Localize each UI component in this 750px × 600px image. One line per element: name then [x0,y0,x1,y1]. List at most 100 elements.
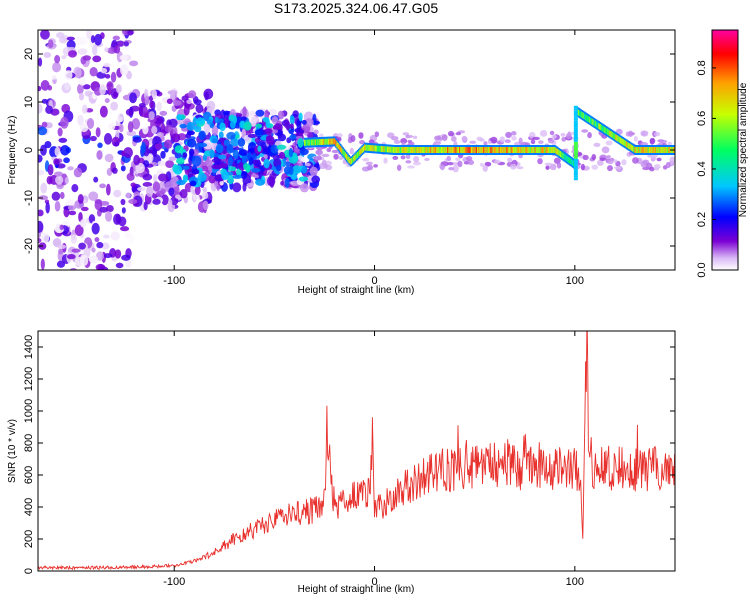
ridge-core [430,147,432,153]
ridge-core [520,147,522,153]
spectrogram-cell [290,173,298,180]
ridge-spike [573,139,578,142]
spectrogram-cell [151,89,158,100]
ridge-core [451,147,454,153]
ridge-core [403,147,406,153]
spectrogram-cell [549,130,555,136]
spectrogram-cell [537,158,543,165]
ridge-spike [573,132,578,135]
spectrogram-cell [41,98,48,104]
ridge-core [628,143,631,150]
spectrogram-cell [56,260,66,268]
spectrogram-cell [591,164,599,170]
ridge-core [614,133,616,140]
ridge-spike [573,158,578,161]
spectrogram-cell [227,156,234,167]
spectrogram-cell [383,157,388,164]
ridge-core [356,152,359,159]
spectrogram-cell [255,109,265,117]
spectrogram-cell [412,161,421,166]
ridge-core [456,147,459,153]
ridge-core [588,116,591,123]
spectrogram-cell [510,163,517,170]
spectrogram-cell [137,186,146,192]
spectrogram-cell [104,98,110,103]
spectrogram-cell [92,55,102,63]
spectrogram-cell [218,131,224,139]
ridge-core [562,152,564,159]
ridge-core [402,147,405,153]
spectrogram-cell [70,234,77,244]
spectrogram-cell [38,57,43,67]
ridge-core [416,147,419,153]
spectrogram-cell [450,136,457,142]
spectrogram-cell [580,163,585,171]
snr-x-ticks: -100 0 100 [163,331,584,588]
ridge-core [397,147,400,153]
spectrogram-cell [587,132,592,139]
spectrogram-cell [182,152,188,158]
colorbar-tick-label: 0.8 [696,60,708,75]
ridge-core [570,158,573,165]
spectrogram-cell [237,138,246,147]
ridge-core [439,147,442,153]
spectrogram-cell [242,106,247,118]
spectrogram-cell [106,183,111,196]
spectrogram-cell [544,162,553,166]
spectrogram-cell [505,131,512,139]
snr-panel: -100 0 100 0 200 400 600 800 1000 1200 1400 Heigh… [7,330,676,595]
figure-title: S173.2025.324.06.47.G05 [274,0,438,16]
spectrogram-cell [270,144,279,154]
spectrogram-cell [211,125,219,136]
spectrogram-cell [350,135,356,143]
ridge-core [331,138,334,145]
ridge-spike [573,177,578,181]
spectrogram-cell [38,169,45,176]
ridge-core [315,139,318,146]
spectrogram-cell [58,137,68,143]
ridge-core [571,159,574,166]
spectrogram-cell [151,147,158,158]
spectrogram-cell [264,128,273,134]
spectrogram-cell [461,135,468,142]
ridge-core [603,126,605,133]
spectrogram-cell [270,129,279,134]
ridge-core [522,147,525,153]
ridge-core [621,138,623,145]
ridge-core [360,148,363,155]
ridge-core [446,147,449,153]
spectrogram-cell [254,129,264,136]
spectrogram-cell [94,33,103,46]
spectrogram-cell [518,137,523,145]
spectrogram-cell [499,136,505,143]
colorbar-label: Normalized spectral amplitude [738,82,749,217]
ridge-core [569,157,572,164]
spectrogram-cell [135,162,145,174]
spectrogram-cell [232,174,243,179]
ridge-core [473,147,475,153]
ridge-core [517,147,520,153]
ridge-core [525,147,527,153]
spectrogram-cell [393,140,401,144]
spectrogram-cell [263,154,268,159]
ridge-core [458,147,461,153]
ridge-core [326,138,329,145]
ridge-core [606,128,609,135]
spectrogram-cell [232,149,239,160]
ridge-core [472,147,474,153]
ridge-core [501,147,503,153]
spectrogram-cell [304,118,314,127]
spectrogram-y-label: Frequency (Hz) [7,116,18,185]
ridge-core [325,138,328,145]
ridge-core [528,147,531,153]
ridge-core [445,147,448,153]
spectrogram-cell [197,173,207,182]
ridge-core [632,145,634,152]
spectrogram-cell [223,139,230,146]
ridge-core [388,146,390,153]
spectrogram-cell [528,131,536,139]
spectrogram-cell [159,110,168,116]
ridge-core [660,147,663,153]
ridge-core [467,147,469,153]
ridge-core [555,147,557,154]
